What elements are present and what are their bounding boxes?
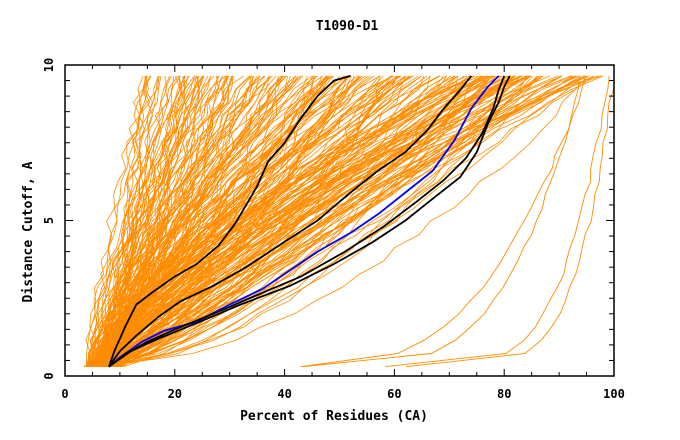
background-model-curve [108,75,308,368]
background-model-curve [110,75,189,367]
background-model-curve [99,75,472,368]
background-model-curve [98,75,468,367]
background-model-curve [385,75,610,368]
background-model-curve [87,75,204,367]
background-model-curve [102,75,595,368]
x-tick-label: 60 [387,387,401,401]
background-model-curve [95,75,490,368]
series-line-2 [108,75,351,367]
background-model-curve [91,75,273,367]
background-model-curve [120,75,409,368]
series-line-1 [108,75,500,368]
background-model-curve [118,75,327,367]
background-model-curve [85,75,361,368]
background-model-curve [111,75,297,367]
background-model-curve [85,75,204,367]
y-tick-label: 5 [42,217,56,224]
background-model-curve [96,75,375,367]
background-model-curves [83,75,615,368]
x-axis-label: Percent of Residues (CA) [240,409,428,424]
background-model-curve [90,75,406,368]
y-axis-label: Distance Cutoff, A [21,161,36,302]
background-model-curve [115,75,153,367]
background-model-curve [116,75,541,368]
background-model-curve [92,75,448,368]
background-model-curve [106,75,348,368]
background-model-curve [92,75,159,367]
background-model-curve [92,75,200,367]
background-model-curve [89,75,186,367]
background-model-curve [108,75,211,367]
background-model-curve [90,75,489,368]
background-model-curve [116,75,494,368]
background-model-curve [100,75,147,367]
x-tick-label: 100 [603,387,625,401]
background-model-curve [113,75,559,367]
background-model-curve [109,75,474,367]
background-model-curve [406,75,615,368]
y-tick-label: 0 [42,372,56,379]
background-model-curve [94,75,258,368]
background-model-curve [95,75,400,367]
background-model-curve [108,75,285,367]
background-model-curve [102,75,393,368]
background-model-curve [88,75,313,367]
series-line-3 [108,75,473,368]
background-model-curve [95,75,599,367]
background-model-curve [111,75,315,367]
background-model-curve [107,75,521,368]
background-model-curve [115,75,470,367]
x-tick-label: 40 [277,387,291,401]
background-model-curve [85,75,144,367]
x-tick-label: 20 [168,387,182,401]
background-model-curve [102,75,160,367]
background-model-curve [95,75,441,367]
background-model-curve [120,75,532,367]
background-model-curve [97,75,585,368]
background-model-curve [113,75,323,367]
background-model-curve [95,75,183,367]
background-model-curve [103,75,502,367]
series-line-5 [108,75,511,368]
background-model-curve [121,75,270,367]
background-model-curve [93,75,585,368]
background-model-curve [94,75,244,367]
background-model-curve [108,75,234,367]
background-model-curve [103,75,230,367]
x-tick-label: 0 [61,387,68,401]
background-model-curve [104,75,540,368]
background-model-curve [91,75,226,367]
chart-title: T1090-D1 [316,19,379,34]
background-model-curve [119,75,352,368]
background-model-curve [84,75,497,368]
background-model-curve [100,75,330,367]
background-model-curve [119,75,355,367]
background-model-curve [95,75,538,368]
background-model-curve [88,75,459,368]
series-line-4 [108,75,506,368]
background-model-curve [105,75,482,368]
axis-ticks: 0 20 40 60 80 100 0 5 10 [42,58,625,401]
x-tick-label: 80 [497,387,511,401]
background-model-curve [99,75,330,367]
background-model-curve [97,75,162,367]
background-model-curve [300,75,587,368]
y-tick-label: 10 [42,58,56,72]
background-model-curve [112,75,587,367]
background-model-curve [91,75,490,367]
background-model-curve [96,75,534,368]
highlighted-model-curves [108,75,511,368]
